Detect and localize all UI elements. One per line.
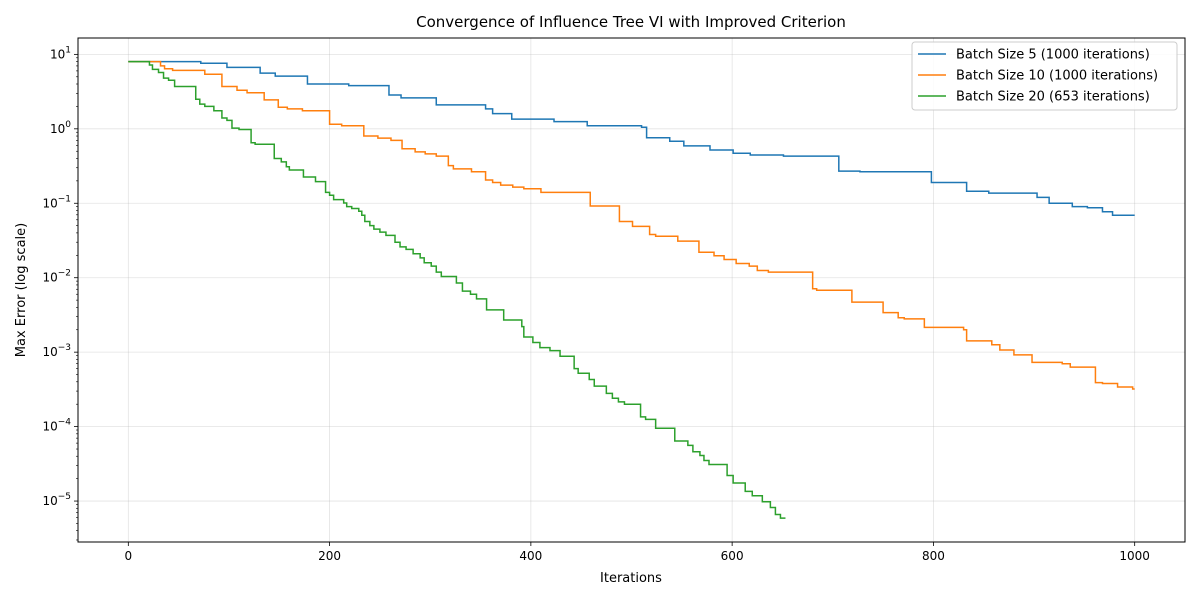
chart-title: Convergence of Influence Tree VI with Im… [416, 13, 846, 31]
series-line [128, 60, 1135, 217]
x-axis-label: Iterations [600, 571, 662, 586]
x-tick-label: 800 [922, 549, 945, 563]
series-line [128, 60, 1135, 390]
plot-frame [77, 37, 1186, 543]
legend-entry-label: Batch Size 10 (1000 iterations) [956, 69, 1158, 84]
x-tick-label: 600 [721, 549, 744, 563]
series-lines [128, 60, 1135, 519]
x-axis-ticks: 0 200 400 600 800 1000 [124, 542, 1150, 563]
legend: Batch Size 5 (1000 iterations) Batch Size… [911, 41, 1178, 111]
x-tick-label: 200 [318, 549, 341, 563]
legend-box [911, 41, 1178, 111]
x-tick-label: 400 [519, 549, 542, 563]
x-tick-label: 0 [124, 549, 132, 563]
legend-entry-label: Batch Size 20 (653 iterations) [956, 90, 1150, 105]
y-axis-label: Max Error (log scale) [14, 223, 29, 357]
series-line [128, 60, 786, 519]
x-tick-label: 1000 [1119, 549, 1150, 563]
legend-entry-label: Batch Size 5 (1000 iterations) [956, 48, 1150, 63]
